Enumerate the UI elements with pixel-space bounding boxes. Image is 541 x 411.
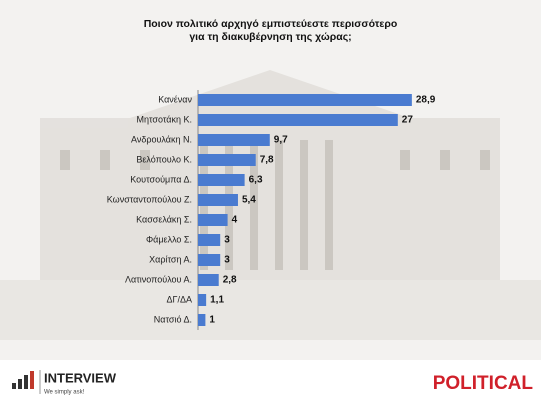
value-label: 6,3 — [249, 175, 263, 186]
bar — [198, 194, 238, 206]
value-label: 5,4 — [242, 195, 256, 206]
category-label: Νατσιό Δ. — [154, 314, 192, 324]
bar — [198, 154, 256, 166]
value-label: 28,9 — [416, 95, 436, 106]
bar — [198, 214, 228, 226]
bar — [198, 94, 412, 106]
category-label: Μητσοτάκη Κ. — [136, 114, 192, 124]
bar — [198, 114, 398, 126]
value-label: 4 — [232, 215, 238, 226]
bar — [198, 174, 245, 186]
category-label: Βελόπουλο Κ. — [136, 154, 192, 164]
category-label: Κουτσούμπα Δ. — [130, 174, 192, 184]
value-label: 7,8 — [260, 155, 274, 166]
interview-icon — [12, 371, 34, 389]
bar — [198, 234, 221, 246]
bar — [198, 134, 270, 146]
category-label: Ανδρουλάκη Ν. — [131, 134, 192, 144]
value-label: 1 — [209, 315, 215, 326]
footer — [0, 360, 541, 411]
value-label: 9,7 — [274, 135, 288, 146]
category-label: Λατινοπούλου Α. — [125, 274, 192, 284]
category-label: Κασσελάκη Σ. — [136, 214, 192, 224]
category-label: ΔΓ/ΔΑ — [167, 294, 192, 304]
category-label: Χαρίτση Α. — [149, 254, 192, 264]
category-label: Φάμελλο Σ. — [146, 234, 192, 244]
logo-left: INTERVIEW — [44, 370, 117, 385]
value-label: 3 — [224, 255, 230, 266]
value-label: 3 — [224, 235, 230, 246]
logo-tagline: We simply ask! — [44, 390, 85, 396]
bar — [198, 274, 219, 286]
logo-right: POLITICAL — [433, 373, 534, 394]
category-label: Κανέναν — [158, 94, 192, 104]
value-label: 1,1 — [210, 295, 224, 306]
bar — [198, 314, 206, 326]
chart-title: Ποιον πολιτικό αρχηγό εμπιστεύεστε περισ… — [143, 18, 398, 43]
category-label: Κωνσταντοπούλου Ζ. — [107, 194, 192, 204]
value-label: 2,8 — [223, 275, 237, 286]
bar — [198, 254, 221, 266]
bar — [198, 294, 207, 306]
value-label: 27 — [402, 115, 414, 126]
building — [0, 70, 541, 340]
